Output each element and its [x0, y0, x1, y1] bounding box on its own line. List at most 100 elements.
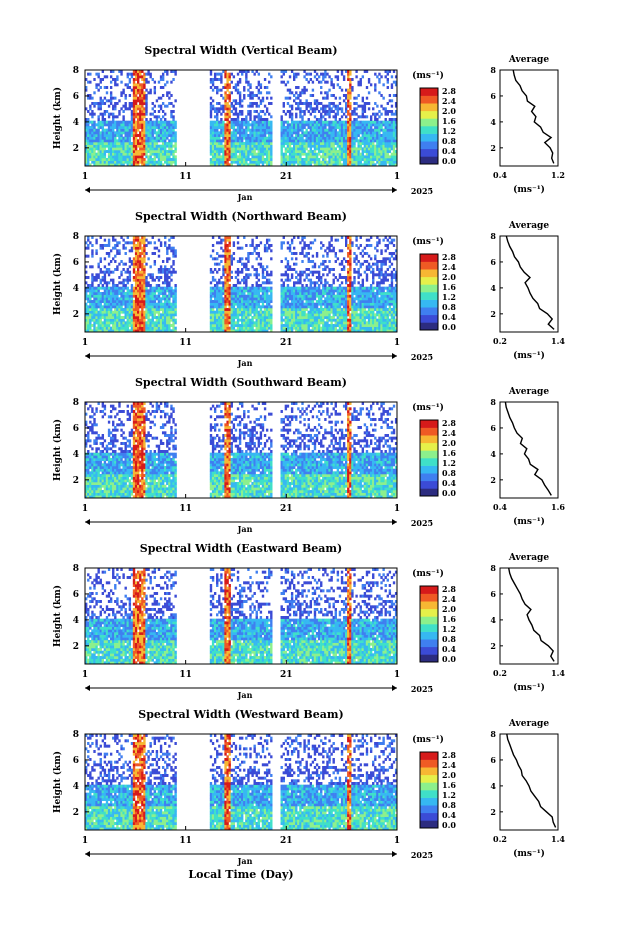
- heatmap-cell: [120, 305, 123, 309]
- heatmap-cell: [349, 147, 352, 151]
- heatmap-cell: [286, 241, 290, 245]
- heatmap-cell: [307, 102, 310, 105]
- heatmap-cell: [220, 321, 223, 325]
- heatmap-cell: [255, 276, 258, 279]
- heatmap-cell: [226, 75, 229, 79]
- heatmap-cell: [230, 289, 233, 293]
- heatmap-cell: [313, 142, 317, 145]
- heatmap-cell: [218, 268, 221, 271]
- heatmap-cell: [91, 294, 94, 298]
- heatmap-cell: [345, 136, 348, 140]
- heatmap-cell: [222, 310, 225, 314]
- heatmap-cell: [311, 139, 315, 143]
- heatmap-cell: [261, 152, 265, 156]
- heatmap-cell: [245, 134, 248, 137]
- heatmap-cell: [263, 142, 267, 145]
- heatmap-cell: [340, 144, 344, 148]
- heatmap-cell: [85, 276, 88, 279]
- heatmap-cell: [249, 318, 252, 322]
- heatmap-cell: [216, 270, 219, 274]
- heatmap-cell: [234, 270, 238, 274]
- heatmap-cell: [336, 123, 340, 127]
- heatmap-cell: [168, 297, 171, 301]
- heatmap-cell: [284, 142, 288, 145]
- heatmap-cell: [143, 302, 146, 306]
- heatmap-cell: [155, 150, 159, 153]
- heatmap-cell: [388, 136, 392, 140]
- heatmap-cell: [347, 152, 350, 156]
- heatmap-cell: [357, 147, 360, 151]
- heatmap-cell: [282, 300, 285, 303]
- heatmap-cell: [313, 110, 317, 113]
- heatmap-cell: [91, 160, 94, 164]
- heatmap-cell: [137, 249, 140, 253]
- heatmap-cell: [107, 99, 111, 103]
- heatmap-cell: [232, 244, 236, 247]
- heatmap-cell: [326, 80, 329, 84]
- heatmap-cell: [228, 150, 231, 153]
- heatmap-cell: [372, 163, 375, 167]
- heatmap-cell: [322, 144, 325, 148]
- heatmap-cell: [326, 144, 329, 148]
- heatmap-cell: [151, 144, 154, 148]
- heatmap-cell: [157, 326, 161, 330]
- heatmap-cell: [257, 144, 261, 148]
- heatmap-cell: [124, 139, 127, 143]
- heatmap-cell: [334, 131, 337, 135]
- heatmap-cell: [216, 147, 219, 151]
- heatmap-cell: [249, 329, 252, 333]
- heatmap-cell: [114, 268, 117, 271]
- heatmap-cell: [328, 107, 331, 111]
- heatmap-cell: [280, 241, 283, 245]
- heatmap-cell: [170, 131, 173, 135]
- heatmap-cell: [126, 152, 129, 156]
- heatmap-cell: [170, 158, 173, 161]
- heatmap-cell: [259, 262, 263, 266]
- heatmap-cell: [89, 313, 92, 317]
- heatmap-cell: [139, 278, 142, 282]
- heatmap-cell: [159, 147, 163, 151]
- heatmap-cell: [230, 123, 233, 127]
- heatmap-cell: [130, 313, 134, 317]
- heatmap-cell: [164, 118, 167, 121]
- heatmap-cell: [141, 281, 144, 285]
- heatmap-cell: [147, 241, 150, 245]
- heatmap-cell: [128, 144, 132, 148]
- heatmap-cell: [105, 313, 109, 317]
- heatmap-cell: [238, 160, 242, 164]
- heatmap-cell: [137, 86, 140, 89]
- heatmap-cell: [89, 326, 92, 330]
- heatmap-cell: [218, 262, 221, 266]
- heatmap-cell: [392, 160, 396, 164]
- heatmap-cell: [168, 289, 171, 293]
- heatmap-cell: [114, 289, 117, 293]
- heatmap-cell: [238, 139, 242, 143]
- heatmap-cell: [317, 152, 321, 156]
- heatmap-cell: [166, 150, 169, 153]
- heatmap-cell: [95, 152, 98, 156]
- heatmap-cell: [305, 134, 308, 137]
- heatmap-cell: [128, 276, 132, 279]
- heatmap-cell: [238, 131, 242, 135]
- heatmap-cell: [112, 78, 115, 81]
- heatmap-cell: [103, 294, 107, 298]
- heatmap-cell: [105, 289, 109, 293]
- heatmap-cell: [172, 252, 175, 255]
- heatmap-cell: [247, 158, 250, 161]
- heatmap-cell: [263, 326, 267, 330]
- heatmap-cell: [114, 144, 117, 148]
- heatmap-cell: [392, 126, 396, 129]
- heatmap-cell: [141, 147, 144, 151]
- heatmap-cell: [157, 128, 161, 132]
- heatmap-cell: [134, 236, 138, 239]
- heatmap-cell: [99, 324, 102, 327]
- heatmap-cell: [255, 318, 258, 322]
- heatmap-cell: [241, 289, 244, 293]
- heatmap-cell: [255, 115, 258, 119]
- heatmap-cell: [253, 160, 256, 164]
- heatmap-cell: [128, 292, 132, 295]
- heatmap-cell: [228, 262, 231, 266]
- heatmap-cell: [114, 297, 117, 301]
- heatmap-cell: [226, 292, 229, 295]
- heatmap-cell: [105, 142, 109, 145]
